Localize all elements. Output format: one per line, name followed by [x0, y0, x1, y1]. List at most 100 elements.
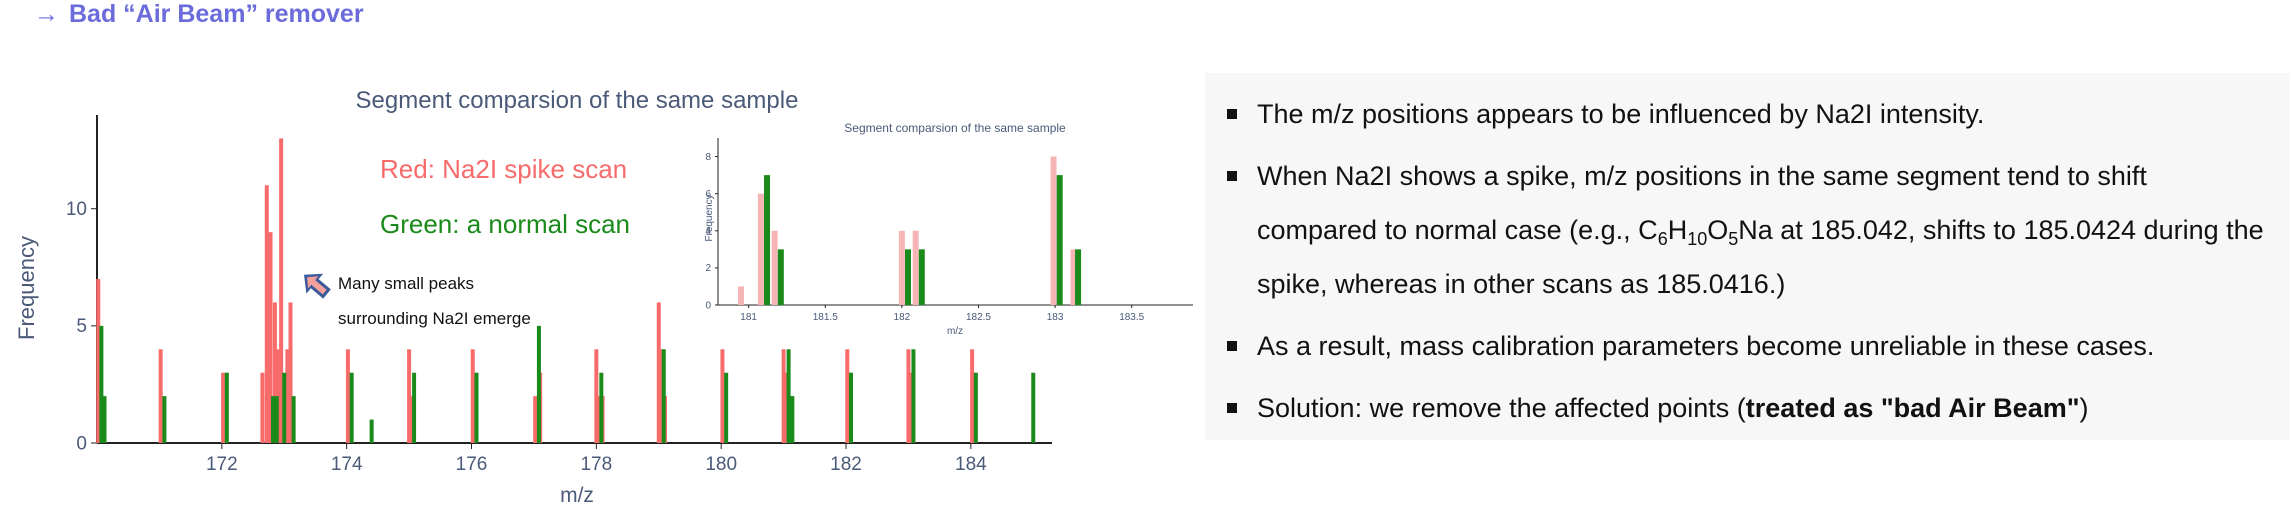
spike-bar: [596, 396, 601, 443]
x-tick-label: 178: [580, 454, 612, 475]
normal-bar: [973, 372, 978, 443]
main-chart-x-label: m/z: [560, 484, 594, 507]
normal-bar: [599, 372, 604, 443]
x-tick-label: 184: [955, 454, 987, 475]
spike-bar: [279, 138, 284, 443]
spike-bar: [771, 230, 778, 305]
normal-bar: [1031, 372, 1036, 443]
list-item: As a result, mass calibration parameters…: [1205, 319, 2290, 373]
normal-bar: [412, 372, 417, 443]
spike-bar: [533, 396, 538, 443]
normal-bar: [724, 372, 729, 443]
arrow-icon: [304, 273, 331, 299]
bullet-icon: [1227, 109, 1237, 119]
normal-bar: [764, 175, 771, 305]
list-item: Solution: we remove the affected points …: [1205, 381, 2290, 435]
normal-bar: [905, 249, 911, 305]
page-heading: → Bad “Air Beam” remover: [34, 0, 364, 29]
spike-bar: [260, 372, 265, 443]
arrow-icon: →: [34, 0, 59, 28]
normal-bar: [777, 249, 784, 305]
inset-chart-y-label: Frequency: [704, 194, 715, 241]
spike-bar: [912, 230, 919, 305]
annotation-note-line1: Many small peaks: [338, 274, 474, 293]
inset-chart-x-label: m/z: [947, 326, 963, 337]
spike-bar: [906, 349, 911, 443]
normal-bar: [536, 325, 541, 443]
bullet-icon: [1227, 403, 1237, 413]
spike-bar: [285, 349, 290, 443]
heading-text: Bad “Air Beam” remover: [69, 0, 364, 28]
normal-bar: [790, 396, 795, 443]
spike-bar: [1070, 249, 1077, 305]
explanation-panel: The m/z positions appears to be influenc…: [1205, 73, 2290, 440]
spike-bar: [845, 349, 850, 443]
spike-bar: [970, 349, 975, 443]
normal-bar: [369, 419, 374, 443]
normal-bar: [918, 249, 925, 305]
list-item: When Na2I shows a spike, m/z positions i…: [1205, 149, 2290, 311]
spike-bar: [409, 396, 414, 443]
x-tick-label: 180: [705, 454, 737, 475]
spike-bar: [272, 302, 277, 443]
y-tick-label: 10: [66, 199, 87, 220]
spike-bar: [288, 302, 293, 443]
y-tick-label: 8: [705, 152, 711, 163]
x-tick-label: 181: [740, 312, 757, 323]
spike-bar: [96, 279, 101, 443]
y-tick-label: 0: [705, 300, 711, 311]
normal-bar: [271, 396, 276, 443]
inset-chart: Segment comparsion of the same sample Fr…: [700, 118, 1200, 340]
normal-bar: [99, 325, 104, 443]
normal-bar: [349, 372, 354, 443]
red-series-label: Red: Na2I spike scan: [380, 154, 627, 184]
y-tick-label: 6: [705, 189, 711, 200]
spike-bar: [268, 232, 273, 443]
normal-bar: [102, 396, 107, 443]
main-chart: Segment comparsion of the same sample Fr…: [14, 87, 1052, 507]
normal-bar: [911, 349, 916, 443]
spike-bar: [656, 302, 661, 443]
list-item: The m/z positions appears to be influenc…: [1205, 87, 2290, 141]
normal-bar: [274, 396, 279, 443]
x-tick-label: 182.5: [966, 312, 991, 323]
normal-bar: [1056, 175, 1063, 305]
spike-bar: [594, 349, 599, 443]
normal-bar: [1075, 249, 1082, 305]
spike-bar: [784, 372, 789, 443]
bullet-icon: [1227, 171, 1237, 181]
normal-bar: [849, 372, 854, 443]
normal-bar: [661, 349, 666, 443]
x-tick-label: 182: [894, 312, 911, 323]
spike-bar: [1050, 156, 1057, 305]
spike-bar: [757, 193, 764, 305]
x-tick-label: 172: [206, 454, 238, 475]
x-tick-label: 176: [456, 454, 488, 475]
spike-bar: [407, 349, 412, 443]
x-tick-label: 181.5: [813, 312, 838, 323]
annotation-note-line2: surrounding Na2I emerge: [338, 309, 531, 328]
main-chart-y-label: Frequency: [14, 236, 39, 340]
normal-bar: [291, 396, 296, 443]
y-tick-label: 5: [76, 316, 87, 337]
normal-bar: [162, 396, 167, 443]
y-tick-label: 4: [705, 226, 711, 237]
spike-bar: [898, 230, 905, 305]
spike-bar: [737, 286, 744, 305]
spike-bar: [264, 185, 269, 443]
inset-chart-title: Segment comparsion of the same sample: [844, 121, 1066, 135]
bullet-icon: [1227, 341, 1237, 351]
spike-bar: [908, 372, 913, 443]
spike-bar: [781, 349, 786, 443]
x-tick-label: 174: [331, 454, 363, 475]
x-tick-label: 183.5: [1119, 312, 1144, 323]
y-tick-label: 0: [76, 433, 87, 454]
main-chart-title: Segment comparsion of the same sample: [356, 87, 799, 114]
bullet-list: The m/z positions appears to be influenc…: [1205, 73, 2290, 435]
x-tick-label: 183: [1047, 312, 1064, 323]
y-tick-label: 2: [705, 263, 711, 274]
normal-bar: [474, 372, 479, 443]
green-series-label: Green: a normal scan: [380, 209, 630, 239]
normal-bar: [786, 349, 791, 443]
spike-bar: [659, 349, 664, 443]
